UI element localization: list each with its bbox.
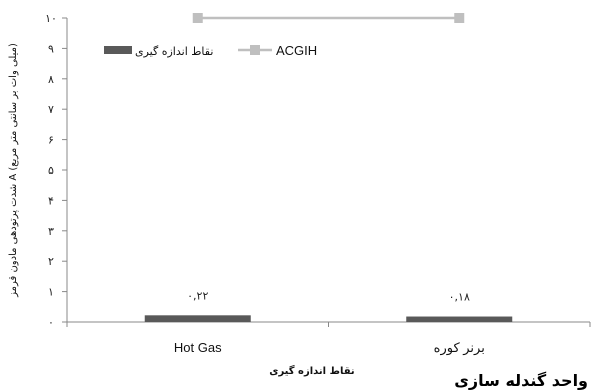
data-label: ۰,۲۲ (187, 289, 208, 302)
legend: نقاط اندازه گیری ACGIH (104, 43, 317, 58)
y-axis-title: شدت پرتودهی مادون قرمز A (میلی وات بر سا… (8, 43, 19, 298)
legend-label-bars: نقاط اندازه گیری (135, 45, 213, 58)
chart-title: واحد گندله سازی (454, 371, 588, 390)
x-axis-title: نقاط اندازه گیری (269, 364, 354, 377)
x-tick-labels: Hot Gas برنر کوره (174, 340, 485, 356)
y-tick-label: ۲ (48, 255, 54, 268)
y-tick-label: ۵ (48, 164, 54, 177)
line-point (192, 13, 203, 23)
y-tick-label: ۳ (48, 225, 54, 238)
data-label: ۰,۱۸ (449, 291, 470, 304)
y-tick-label: ۶ (48, 134, 54, 147)
y-tick-label: ۹ (48, 42, 54, 55)
bar (406, 316, 513, 322)
y-tick-label: ۷ (48, 103, 54, 116)
bar (144, 315, 251, 322)
x-tick-label: Hot Gas (174, 340, 222, 355)
y-tick-label: ۸ (48, 73, 54, 86)
y-tick-label: ۴ (48, 194, 54, 207)
y-tick-label: ۰ (48, 316, 54, 329)
legend-label-acgih: ACGIH (276, 43, 317, 58)
bars (144, 315, 513, 322)
data-labels: ۰,۲۲ ۰,۱۸ (187, 289, 470, 303)
y-ticks: ۰ ۱ ۲ ۳ ۴ ۵ ۶ ۷ ۸ ۹ ۱۰ (45, 12, 67, 329)
reference-line (192, 13, 465, 23)
line-point (454, 13, 465, 23)
x-tick-label: برنر کوره (434, 340, 485, 356)
y-tick-label: ۱ (48, 286, 54, 299)
legend-swatch-bars (104, 46, 132, 54)
legend-marker-acgih (250, 45, 260, 55)
axes (66, 18, 591, 327)
y-tick-label: ۱۰ (45, 12, 57, 25)
